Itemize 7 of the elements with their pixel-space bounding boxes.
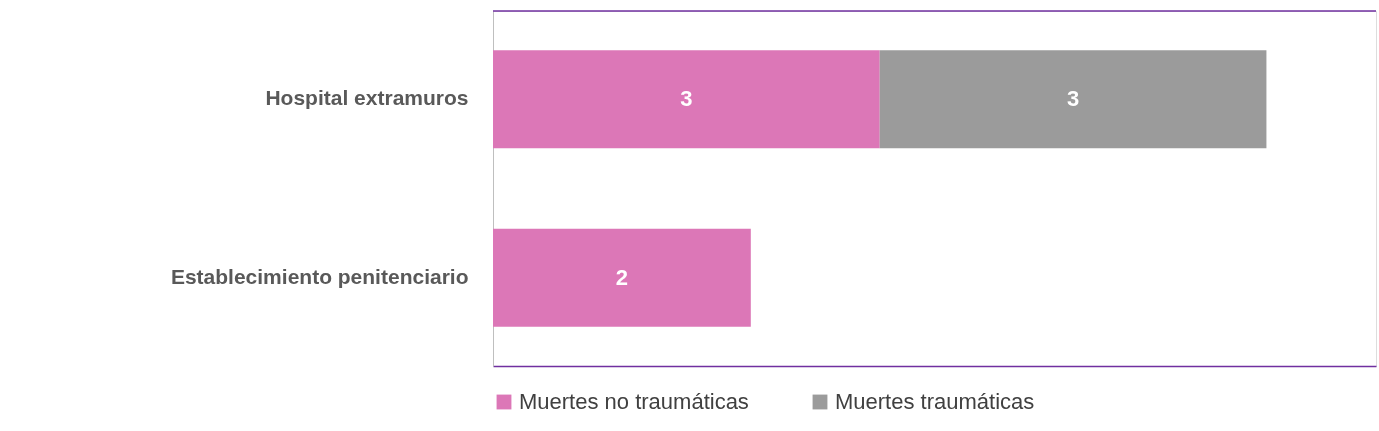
data-label: 3 [680, 86, 693, 112]
y-tick-label: Hospital extramuros [265, 86, 469, 110]
data-label: 2 [615, 264, 629, 290]
data-label: 3 [1066, 86, 1080, 112]
legend-label: Muertes traumáticas [835, 389, 1035, 414]
y-tick-label: Establecimiento penitenciario [170, 264, 469, 288]
legend-label: Muertes no traumáticas [519, 389, 749, 414]
